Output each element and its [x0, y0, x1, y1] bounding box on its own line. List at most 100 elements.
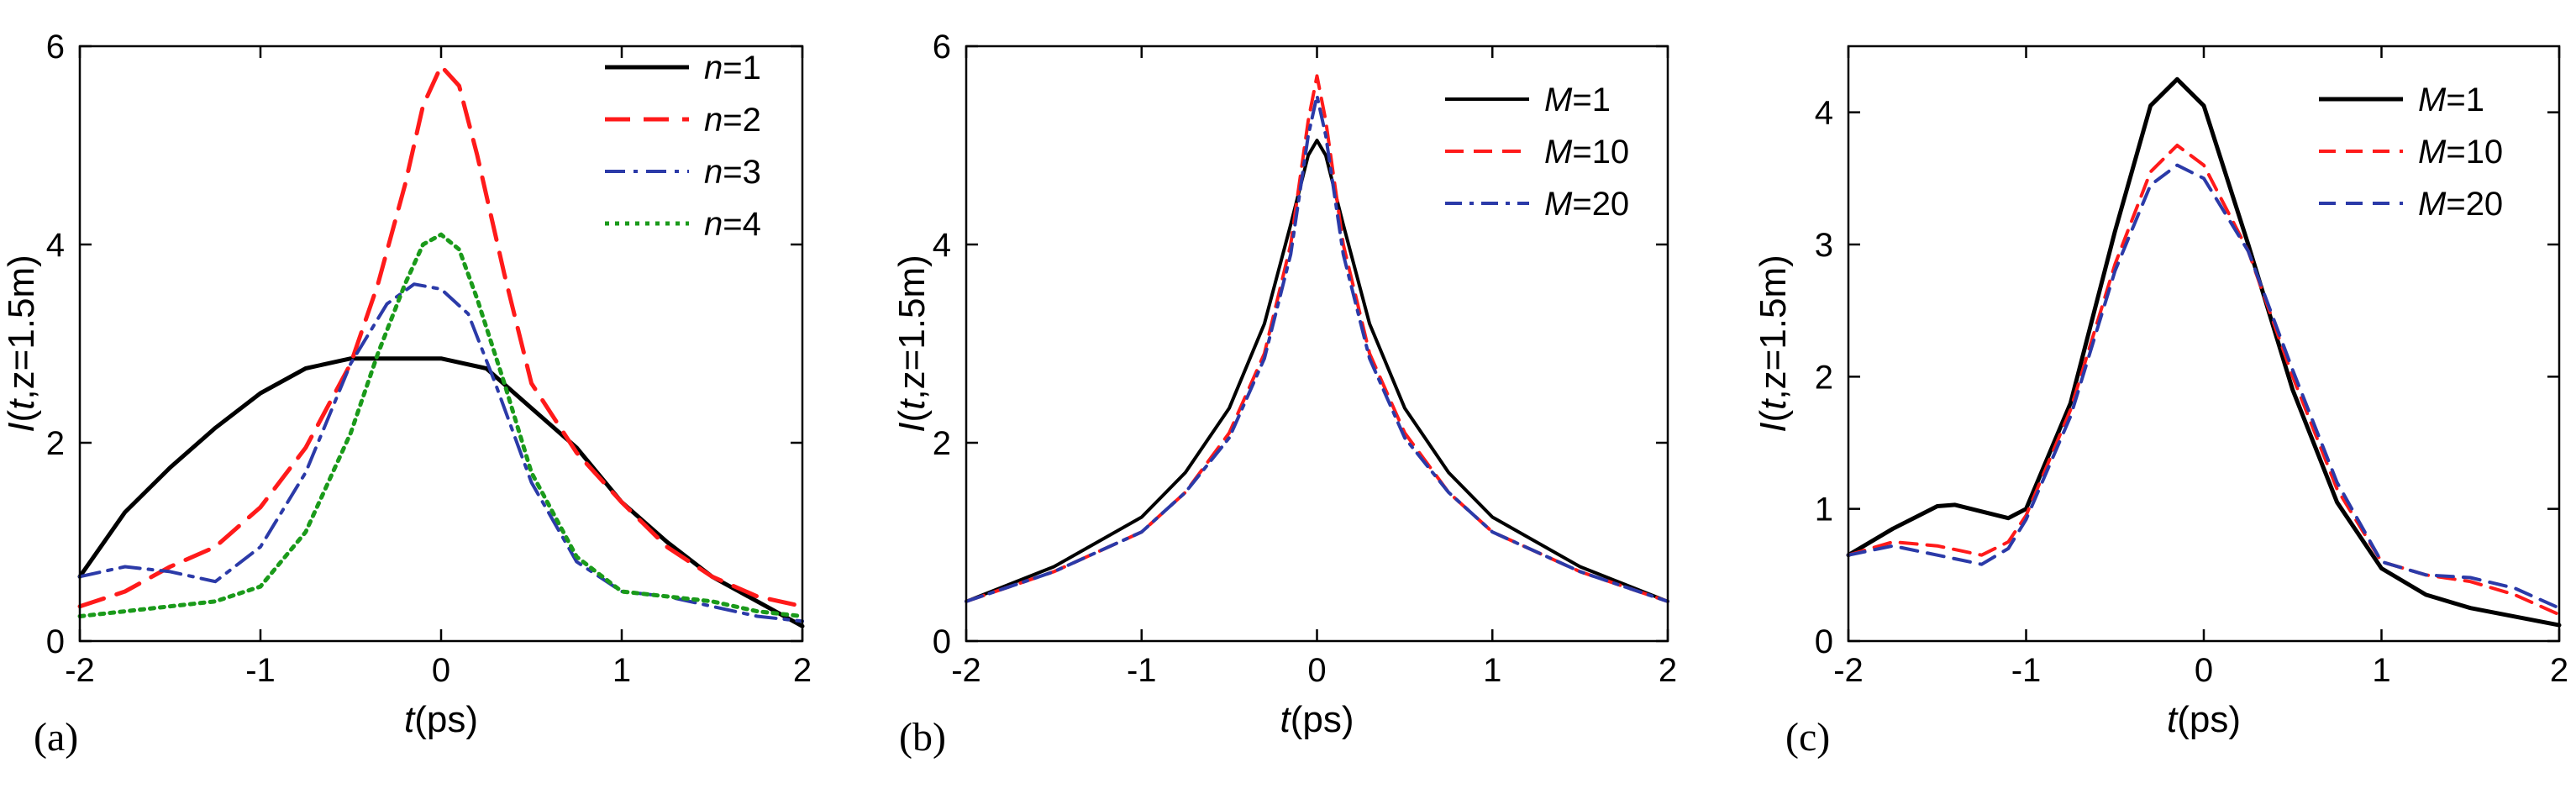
- panel-label: (a): [34, 715, 78, 760]
- legend-value: =20: [2446, 186, 2503, 223]
- y-axis-label: I(t,z=1.5m): [1, 255, 42, 433]
- x-tick-label: 1: [2372, 652, 2390, 689]
- y-axis-label-paren: (: [1753, 410, 1794, 423]
- y-tick-label: 0: [46, 623, 65, 660]
- x-tick-label: 1: [1483, 652, 1501, 689]
- y-tick-label: 3: [1815, 227, 1833, 264]
- legend: M=1M=10M=20: [2319, 81, 2503, 223]
- x-axis-label-var: t: [1280, 699, 1291, 740]
- legend-value: =10: [1572, 134, 1629, 171]
- y-tick-label: 6: [46, 29, 65, 66]
- y-tick-label: 6: [933, 29, 951, 66]
- x-axis-label: t(ps): [2167, 699, 2241, 740]
- legend-label: M=20: [2418, 186, 2503, 223]
- panel-label: (c): [1785, 715, 1830, 760]
- y-tick-label: 2: [46, 425, 65, 462]
- legend-var: M: [1544, 186, 1573, 223]
- x-tick-label: -2: [65, 652, 95, 689]
- series-line-M1: [965, 139, 1669, 603]
- y-axis-label: I(t,z=1.5m): [891, 255, 933, 433]
- legend: n=1n=2n=3n=4: [605, 50, 761, 243]
- x-tick-label: -2: [1833, 652, 1864, 689]
- y-axis-label-rest: ,z=1.5m): [891, 255, 933, 399]
- y-tick-label: 4: [46, 227, 65, 264]
- x-tick-label: 2: [1659, 652, 1677, 689]
- series-line-M20: [1847, 163, 2561, 610]
- x-tick-label: -2: [951, 652, 981, 689]
- legend-label: M=1: [2418, 81, 2484, 118]
- legend-var: M: [2418, 134, 2447, 171]
- panel-label: (b): [899, 715, 946, 760]
- legend-var: n: [704, 102, 723, 139]
- y-tick-label: 4: [933, 227, 951, 264]
- x-axis-label: t(ps): [1280, 699, 1354, 740]
- y-tick-label: 0: [933, 623, 951, 660]
- legend-label: M=10: [1544, 134, 1629, 171]
- y-axis-label-t: t: [1753, 398, 1794, 410]
- legend-var: M: [1544, 81, 1573, 118]
- legend-label: n=4: [704, 206, 761, 243]
- y-axis-label: I(t,z=1.5m): [1753, 255, 1794, 433]
- x-axis-label-unit: (ps): [414, 699, 478, 740]
- x-axis-label-unit: (ps): [2177, 699, 2241, 740]
- legend-value: =20: [1572, 186, 1629, 223]
- y-axis-label-paren: (: [891, 410, 933, 423]
- y-axis-label-rest: ,z=1.5m): [1753, 255, 1794, 399]
- legend-value: =1: [1572, 81, 1611, 118]
- x-tick-label: -1: [245, 652, 276, 689]
- legend-var: n: [704, 206, 723, 243]
- y-axis-label-var: I: [1753, 423, 1794, 433]
- legend-var: M: [2418, 81, 2447, 118]
- y-axis-label-paren: (: [1, 410, 42, 423]
- y-tick-label: 1: [1815, 491, 1833, 528]
- series-line-n1: [77, 356, 805, 628]
- x-tick-label: 0: [432, 652, 450, 689]
- series-line-M1: [1846, 76, 2562, 628]
- legend-var: M: [1544, 134, 1573, 171]
- legend-value: =3: [723, 154, 761, 191]
- x-axis-label-unit: (ps): [1291, 699, 1354, 740]
- x-axis-label-var: t: [404, 699, 416, 740]
- panel-c: -2 -1 0 1 201234t(ps)I(t,z=1.5m)(c)M=1M=10M=…: [1753, 45, 2568, 760]
- legend-label: n=2: [704, 102, 761, 139]
- x-tick-label: 0: [1307, 652, 1326, 689]
- legend-var: n: [704, 154, 723, 191]
- series-line-n4: [77, 232, 805, 618]
- legend-label: n=3: [704, 154, 761, 191]
- legend-value: =1: [2446, 81, 2484, 118]
- panel-a: -2 -1 0 1 20246t(ps)I(t,z=1.5m)(a)n=1n=2n=3n…: [1, 29, 812, 760]
- series-line-M20: [965, 94, 1669, 603]
- legend-value: =2: [723, 102, 761, 139]
- y-axis-label-var: I: [891, 423, 933, 433]
- legend: M=1M=10M=20: [1445, 81, 1629, 223]
- panel-b: -2 -1 0 1 20246t(ps)I(t,z=1.5m)(b)M=1M=10M=2…: [891, 29, 1677, 760]
- y-axis-label-rest: ,z=1.5m): [1, 255, 42, 399]
- x-axis-label-var: t: [2167, 699, 2179, 740]
- y-tick-label: 4: [1815, 95, 1833, 132]
- legend-label: n=1: [704, 50, 761, 87]
- legend-value: =10: [2446, 134, 2503, 171]
- legend-value: =1: [723, 50, 761, 87]
- legend-label: M=1: [1544, 81, 1611, 118]
- y-axis-label-t: t: [1, 398, 42, 410]
- x-tick-label: -1: [2011, 652, 2042, 689]
- legend-label: M=10: [2418, 134, 2503, 171]
- y-axis-label-t: t: [891, 398, 933, 410]
- y-tick-label: 2: [1815, 359, 1833, 396]
- legend-label: M=20: [1544, 186, 1629, 223]
- x-axis-label: t(ps): [404, 699, 478, 740]
- x-tick-label: 0: [2195, 652, 2213, 689]
- legend-value: =4: [723, 206, 761, 243]
- x-tick-label: -1: [1127, 652, 1157, 689]
- x-tick-label: 1: [612, 652, 631, 689]
- legend-var: n: [704, 50, 723, 87]
- axes-frame: [78, 45, 804, 643]
- y-axis-label-var: I: [1, 423, 42, 433]
- legend-var: M: [2418, 186, 2447, 223]
- x-tick-label: 2: [2550, 652, 2568, 689]
- y-tick-label: 2: [933, 425, 951, 462]
- series-line-n2: [77, 64, 805, 609]
- x-tick-label: 2: [793, 652, 812, 689]
- y-tick-label: 0: [1815, 623, 1833, 660]
